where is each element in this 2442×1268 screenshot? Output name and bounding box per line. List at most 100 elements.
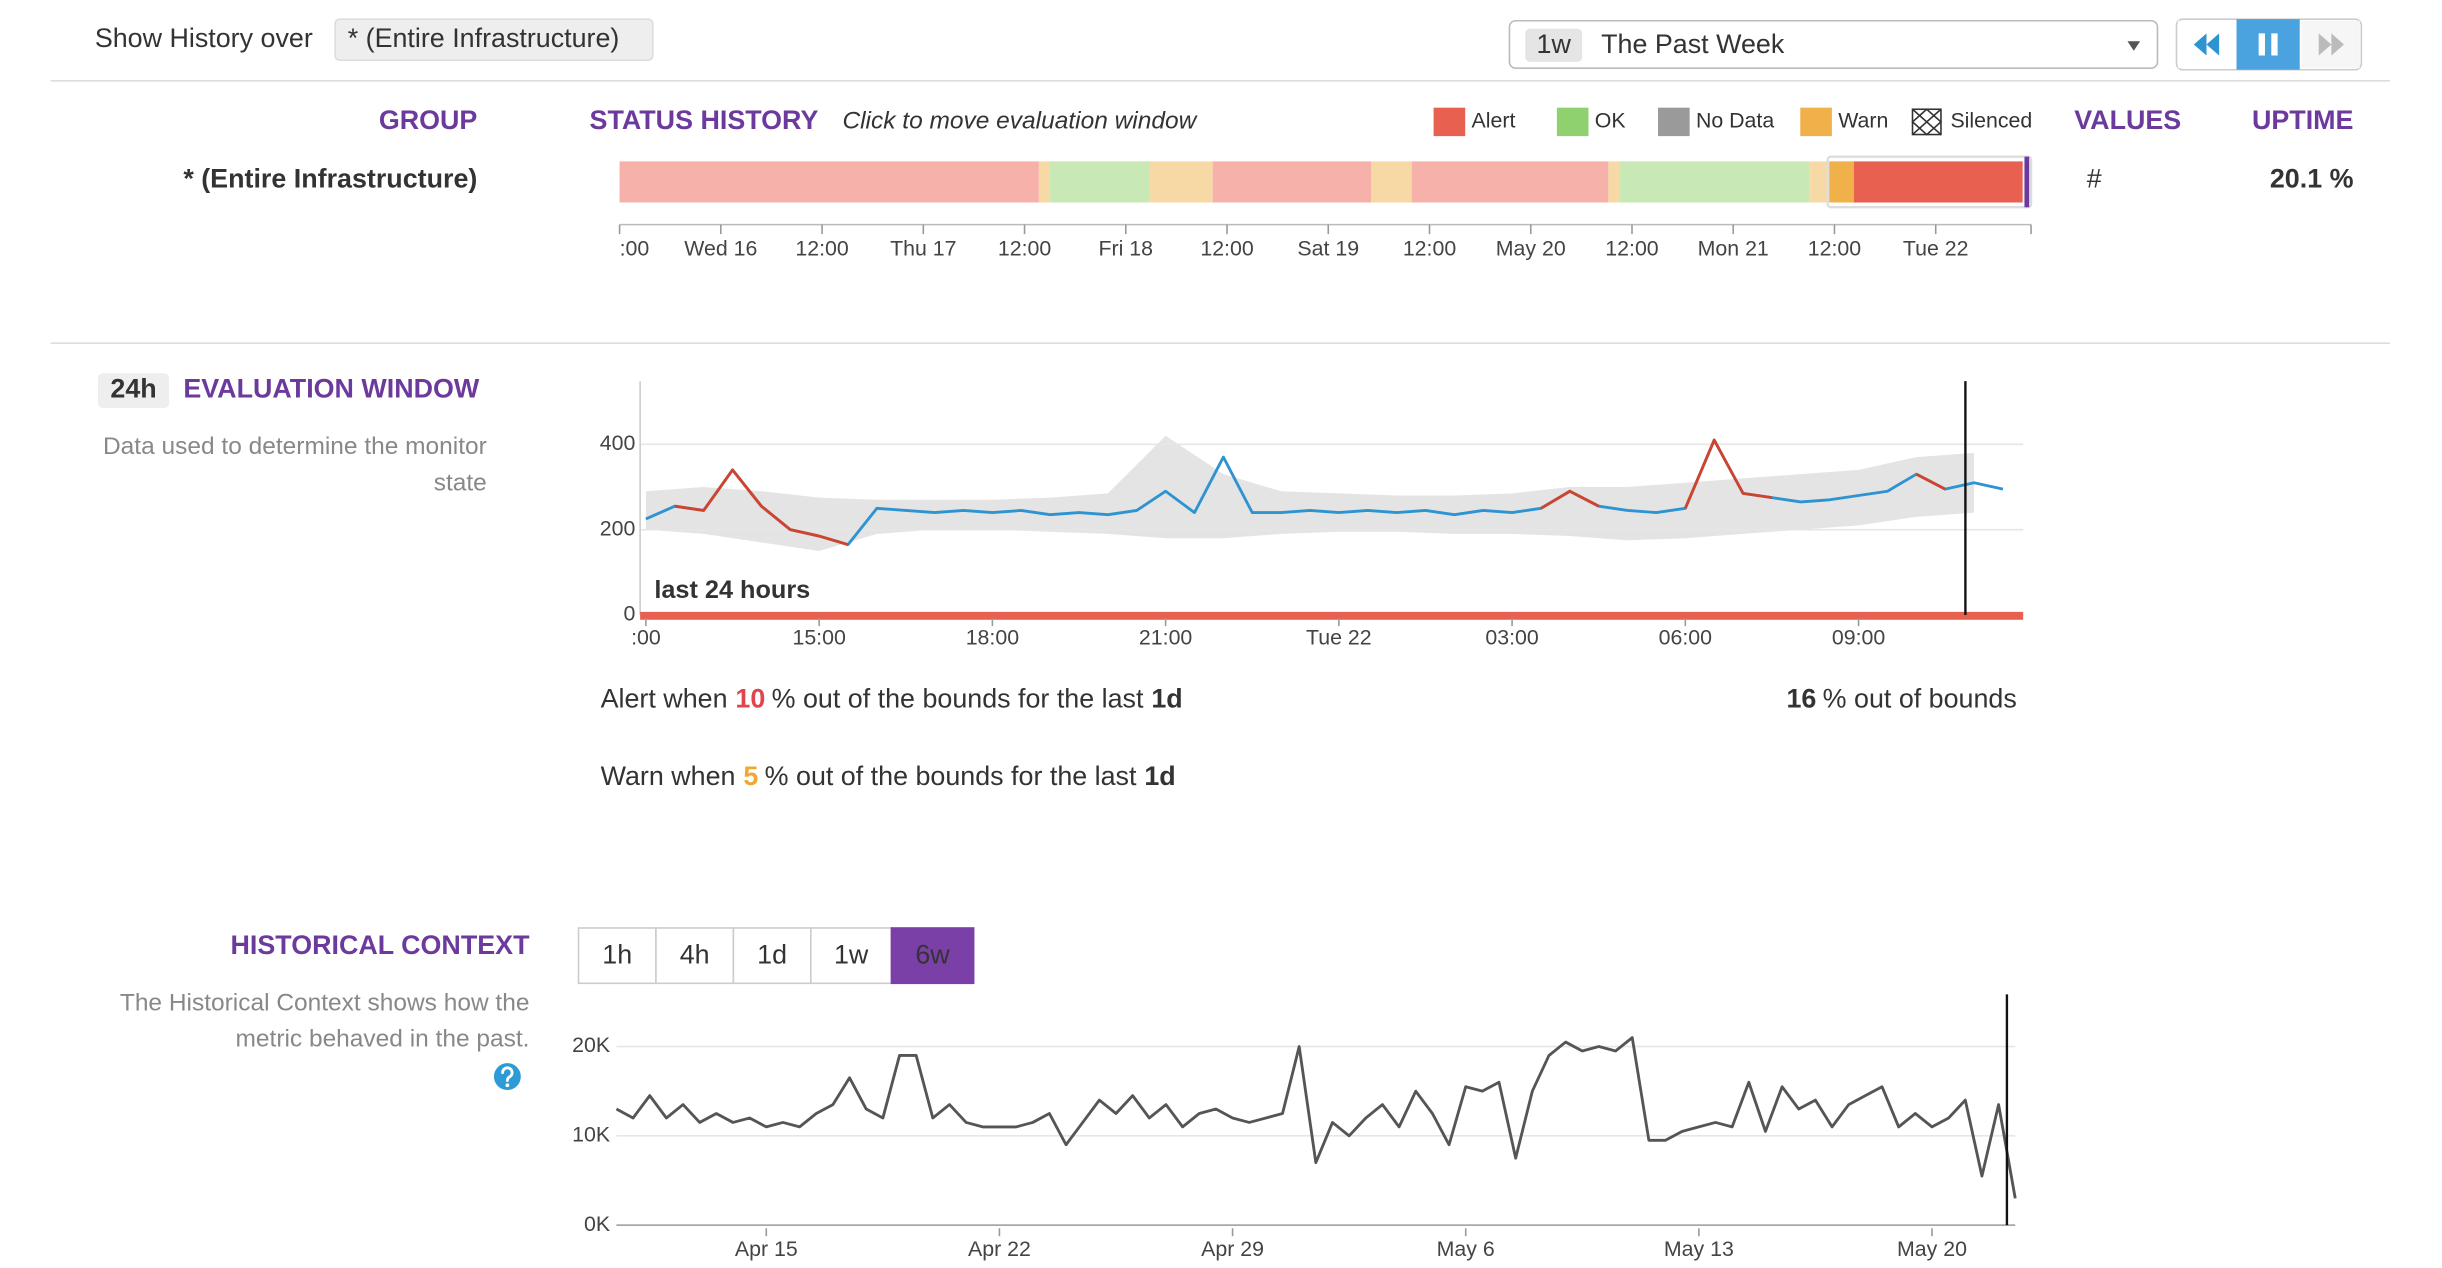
x-tick-label: Fri 18 [1099, 237, 1154, 261]
status-segment[interactable] [1212, 161, 1372, 203]
range-button[interactable] [890, 927, 975, 985]
dropdown-arrow [2127, 41, 2141, 51]
x-tick-label: Apr 29 [1201, 1237, 1264, 1261]
x-tick-label: 09:00 [1832, 625, 1886, 649]
bounds-value: 16 [1786, 683, 1816, 713]
status-segment[interactable] [1853, 161, 2023, 203]
legend-swatch [1800, 107, 1832, 137]
x-tick-label: Thu 17 [890, 237, 956, 261]
status-segment[interactable] [1809, 161, 1830, 203]
window-description: Data used to determine the monitor [103, 433, 487, 460]
rule-period: 1d [1144, 761, 1175, 791]
status-segment[interactable] [1049, 161, 1150, 203]
range-button-label: 4h [680, 940, 710, 970]
legend-label: Warn [1838, 109, 1888, 133]
history-title: HISTORICAL CONTEXT [231, 930, 531, 960]
range-button-label: 1d [757, 940, 787, 970]
x-tick-label: Apr 22 [968, 1237, 1031, 1261]
status-segment[interactable] [1371, 161, 1412, 203]
series-line [645, 438, 2004, 547]
range-button[interactable] [655, 927, 735, 985]
nav-back-icon [2193, 33, 2220, 56]
range-button[interactable] [577, 927, 657, 985]
window-description: state [434, 469, 487, 496]
col-group: GROUP [379, 105, 478, 135]
rule-text: Warn when [601, 761, 736, 791]
history-description: metric behaved in the past. [236, 1026, 530, 1053]
window-badge [97, 373, 170, 408]
col-uptime: UPTIME [2252, 105, 2353, 135]
x-tick-label: Apr 15 [735, 1237, 798, 1261]
series-line [615, 1036, 2017, 1199]
rule-threshold: 10 [735, 683, 765, 713]
x-tick-label: Wed 16 [684, 237, 757, 261]
rule-period: 1d [1151, 683, 1182, 713]
range-buttons: 1h 4h 1d 1w 6w [577, 927, 975, 985]
x-tick-label: May 20 [1496, 237, 1566, 261]
status-timeline[interactable]: Alert OK No Data Warn Silenced:00 Wed 16 12:00… [618, 107, 2033, 261]
row-group: * (Entire Infrastructure) [183, 163, 477, 193]
y-tick-label: 0K [584, 1212, 610, 1236]
history-chart: 0K 10K 20K Apr 15 Apr 22 Apr 29 May 6 May 13 May… [572, 994, 2017, 1261]
range-label: The Past Week [1601, 29, 1785, 59]
evaluation-window [1826, 155, 2033, 209]
x-tick-label: 12:00 [1403, 237, 1457, 261]
rule-threshold: 5 [743, 761, 758, 791]
nav-pause[interactable] [2236, 19, 2300, 70]
alert-rule: Alert when 10% out of the bounds for the … [601, 683, 1183, 713]
bounds-suffix: % out of bounds [1823, 683, 2017, 713]
status-segment[interactable] [619, 161, 1039, 203]
alert-line [674, 468, 849, 546]
y-tick-label: 20K [572, 1033, 610, 1057]
window-range [640, 611, 2024, 620]
scope-chip[interactable] [334, 18, 654, 62]
x-tick-label: 18:00 [966, 625, 1020, 649]
range-annotation: last 24 hours [654, 576, 810, 604]
window-title: EVALUATION WINDOW [183, 374, 480, 404]
legend-swatch [1658, 107, 1690, 137]
x-tick-label: 03:00 [1485, 625, 1539, 649]
y-tick-label: 200 [600, 516, 636, 540]
help-glyph-dot [505, 1083, 510, 1088]
rule-text: Alert when [601, 683, 728, 713]
alert-line [1915, 472, 1946, 491]
history-description: The Historical Context shows how the [120, 989, 530, 1016]
legend-label: OK [1595, 109, 1626, 133]
legend-swatch-hatch [1911, 108, 1943, 136]
help-glyph [501, 1066, 514, 1082]
range-badge-text: 1w [1537, 29, 1572, 59]
x-tick-label: Tue 22 [1306, 625, 1372, 649]
status-segment[interactable] [1829, 161, 1854, 203]
legend-swatch [1556, 107, 1589, 137]
range-button-label: 1w [834, 940, 869, 970]
x-tick-label: May 13 [1664, 1237, 1734, 1261]
x-tick-label: 12:00 [998, 237, 1052, 261]
x-tick-label: Tue 22 [1903, 237, 1969, 261]
x-tick-label: May 20 [1897, 1237, 1967, 1261]
status-segment[interactable] [1619, 161, 1810, 203]
nav-forward-icon [2318, 33, 2345, 56]
evaluation-chart: 0 200 400 last 24 hours:00 15:00 18:00 21:00 Tu… [600, 381, 2024, 649]
legend-label: No Data [1696, 109, 1774, 133]
alert-line [1540, 489, 1600, 510]
rule-suffix: % out of the bounds for the last [765, 761, 1137, 791]
status-segment[interactable] [1608, 161, 1620, 203]
history-label: Show History over [95, 23, 313, 53]
status-segment[interactable] [1038, 161, 1050, 203]
status-segment[interactable] [1149, 161, 1213, 203]
range-dropdown[interactable] [1508, 19, 2159, 69]
status-segment[interactable] [1411, 161, 1609, 203]
help-icon[interactable] [493, 1063, 521, 1090]
x-tick-label: 06:00 [1659, 625, 1713, 649]
col-values: VALUES [2074, 105, 2181, 135]
y-tick-label: 0 [624, 602, 636, 626]
range-button-label: 6w [915, 940, 950, 970]
row-values: # [2087, 163, 2102, 193]
x-tick-label: 12:00 [1808, 237, 1862, 261]
nav-pause-icon [2258, 33, 2278, 56]
scope-text: * (Entire Infrastructure) [348, 23, 620, 53]
x-tick-label: 12:00 [795, 237, 849, 261]
range-button-label: 1h [602, 940, 632, 970]
